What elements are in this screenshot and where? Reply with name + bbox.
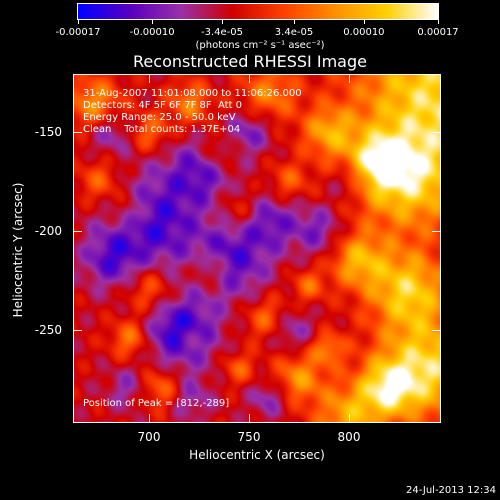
colorbar-tick-label: -0.00017 — [55, 27, 101, 38]
colorbar-frame — [77, 3, 439, 20]
y-tick-label: -150 — [34, 124, 62, 139]
colorbar-tick-label: 3.4e-05 — [274, 27, 314, 38]
y-tick-label: -250 — [34, 322, 62, 337]
x-tick-label: 800 — [337, 430, 361, 444]
colorbar-tick-label: 0.00010 — [343, 27, 385, 38]
chart-title: Reconstructed RHESSI Image — [133, 52, 367, 71]
x-tick-mark — [249, 74, 250, 83]
y-tick-mark — [432, 131, 441, 133]
x-tick-mark — [249, 414, 250, 423]
colorbar-tick-mark — [78, 19, 79, 24]
colorbar-tick-mark — [222, 19, 223, 24]
peak-position-label: Position of Peak = [812,-289] — [83, 398, 230, 409]
y-tick-mark — [73, 230, 82, 232]
colorbar-tick-label: 0.00017 — [417, 27, 459, 38]
x-tick-label: 700 — [137, 430, 161, 444]
y-tick-label: -200 — [34, 223, 62, 238]
annotation-time-range: 31-Aug-2007 11:01:08.000 to 11:06:26.000 — [83, 88, 302, 99]
x-tick-mark — [149, 414, 150, 423]
y-axis-label: Heliocentric Y (arcsec) — [11, 182, 25, 318]
x-axis-label: Heliocentric X (arcsec) — [189, 448, 325, 462]
x-tick-mark — [349, 74, 350, 83]
colorbar-tick-mark — [294, 19, 295, 24]
x-tick-mark — [349, 414, 350, 423]
colorbar-tick-mark — [438, 19, 439, 24]
colorbar-unit-label: (photons cm⁻² s⁻¹ asec⁻²) — [195, 40, 325, 51]
y-tick-mark — [432, 230, 441, 232]
colorbar — [78, 4, 438, 19]
annotation-clean-counts: Clean Total counts: 1.37E+04 — [83, 124, 241, 135]
colorbar-tick-mark — [152, 19, 154, 24]
y-tick-mark — [432, 329, 441, 331]
colorbar-tick-mark — [363, 19, 365, 24]
y-tick-mark — [73, 329, 82, 331]
x-tick-label: 750 — [237, 430, 261, 444]
heatmap-image — [74, 75, 440, 422]
x-tick-mark — [149, 74, 150, 83]
annotation-energy-range: Energy Range: 25.0 - 50.0 keV — [83, 112, 236, 123]
colorbar-tick-label: -0.00010 — [129, 27, 175, 38]
y-tick-mark — [73, 131, 82, 133]
annotation-detectors: Detectors: 4F 5F 6F 7F 8F Att 0 — [83, 100, 243, 111]
colorbar-tick-label: -3.4e-05 — [201, 27, 243, 38]
timestamp: 24-Jul-2013 12:34 — [405, 485, 496, 496]
